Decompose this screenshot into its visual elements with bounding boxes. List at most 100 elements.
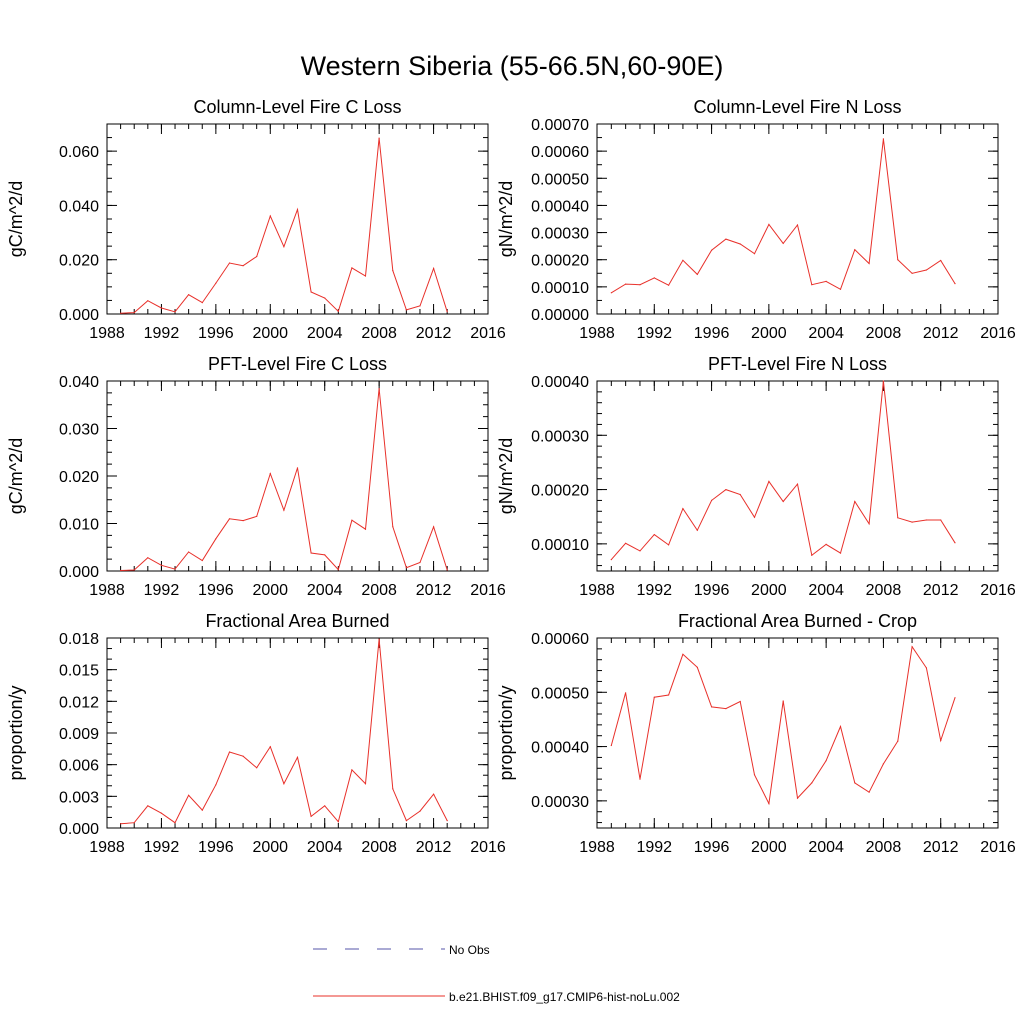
data-point	[228, 262, 231, 264]
data-point	[925, 519, 928, 521]
data-point	[256, 255, 258, 258]
y-tick-label: 0.030	[59, 422, 99, 439]
x-tick-label: 1992	[144, 325, 180, 342]
x-tick-label: 2016	[980, 839, 1016, 856]
data-point	[242, 755, 244, 757]
data-point	[625, 283, 627, 285]
x-tick-label: 1988	[89, 582, 125, 599]
data-point	[911, 521, 913, 523]
x-tick-label: 2004	[307, 582, 343, 599]
plot-frame	[596, 637, 999, 829]
data-point	[954, 697, 956, 699]
data-point	[351, 519, 353, 521]
series-line	[610, 645, 956, 806]
data-point	[954, 542, 956, 544]
x-tick-label: 1996	[198, 582, 234, 599]
chart-panel-2: 1988 1992 1996 2000 2004 2008 2012 2016 0.00000 0…	[496, 97, 1016, 342]
data-point	[811, 554, 813, 556]
data-point	[283, 509, 285, 511]
x-tick-label: 1988	[89, 325, 125, 342]
x-tick-label: 1992	[636, 839, 672, 856]
x-tick-label: 1992	[636, 325, 672, 342]
data-point	[433, 793, 435, 795]
x-tick-label: 2016	[980, 582, 1016, 599]
y-tick-label: 0.015	[59, 663, 99, 680]
data-point	[392, 788, 394, 790]
y-tick-label: 0.020	[59, 253, 99, 270]
data-point	[882, 380, 885, 382]
data-point	[228, 518, 231, 520]
y-tick-label: 0.00040	[531, 374, 589, 391]
x-tick-label: 1992	[636, 582, 672, 599]
data-point	[668, 544, 670, 546]
data-point	[811, 284, 813, 286]
y-tick-label: 0.009	[59, 726, 99, 743]
data-point	[446, 311, 448, 313]
y-axis-label: proportion/y	[6, 685, 26, 780]
chart-panel-1: 1988 1992 1996 2000 2004 2008 2012 2016 0.000 0.0…	[6, 97, 506, 342]
chart-panel-3: 1988 1992 1996 2000 2004 2008 2012 2016 0.000 0.0…	[6, 354, 506, 599]
data-point	[215, 538, 217, 540]
y-tick-label: 0.00070	[531, 117, 589, 134]
x-tick-label: 2004	[808, 325, 844, 342]
data-point	[364, 783, 367, 785]
data-point	[364, 528, 367, 530]
data-point	[639, 778, 641, 780]
data-point	[725, 489, 727, 491]
data-point	[378, 137, 380, 139]
data-point	[419, 561, 421, 564]
y-axis-label: gC/m^2/d	[6, 181, 26, 257]
panel-title: Column-Level Fire N Loss	[693, 97, 901, 117]
x-tick-label: 1988	[579, 325, 615, 342]
series-line	[610, 380, 956, 560]
data-point	[782, 700, 784, 702]
y-tick-label: 0.012	[59, 694, 99, 711]
data-point	[174, 822, 176, 824]
data-point	[256, 767, 258, 769]
data-point	[419, 305, 421, 307]
data-point	[337, 310, 339, 312]
data-point	[925, 667, 928, 669]
data-point	[882, 138, 885, 140]
data-point	[351, 267, 353, 269]
data-point	[739, 243, 741, 245]
data-point	[337, 569, 339, 571]
data-point	[405, 309, 407, 311]
data-point	[133, 312, 135, 314]
chart-panel-6: 1988 1992 1996 2000 2004 2008 2012 2016 0.00030 0…	[496, 611, 1016, 856]
y-tick-label: 0.020	[59, 469, 99, 486]
x-tick-label: 2008	[361, 839, 397, 856]
y-tick-label: 0.00060	[531, 144, 589, 161]
legend-label-no-obs: No Obs	[449, 943, 490, 957]
data-point	[653, 696, 655, 698]
data-point	[610, 559, 612, 561]
y-tick-label: 0.003	[59, 789, 99, 806]
y-tick-label: 0.000	[59, 307, 99, 324]
data-point	[811, 782, 813, 784]
panel-title: Fractional Area Burned - Crop	[678, 611, 917, 631]
y-axis-label: gN/m^2/d	[496, 438, 516, 514]
data-point	[446, 569, 448, 571]
panel-title: Fractional Area Burned	[205, 611, 389, 631]
data-point	[433, 526, 435, 528]
data-point	[269, 746, 271, 748]
data-point	[911, 646, 913, 648]
legend: No Obs b.e21.BHIST.f09_g17.CMIP6-hist-no…	[313, 943, 680, 1004]
data-point	[392, 526, 394, 528]
x-tick-label: 2008	[361, 325, 397, 342]
panel-title: PFT-Level Fire C Loss	[208, 354, 387, 374]
x-tick-label: 2012	[923, 582, 959, 599]
data-point	[433, 267, 435, 269]
data-point	[378, 388, 380, 390]
x-tick-label: 2016	[980, 325, 1016, 342]
data-point	[160, 812, 162, 814]
data-point	[625, 692, 627, 694]
data-point	[768, 803, 770, 805]
data-point	[337, 821, 339, 823]
y-axis-label: gC/m^2/d	[6, 438, 26, 514]
data-point	[201, 559, 203, 562]
data-point	[364, 275, 367, 277]
data-point	[147, 300, 149, 302]
data-point	[653, 534, 655, 536]
data-point	[839, 552, 842, 554]
